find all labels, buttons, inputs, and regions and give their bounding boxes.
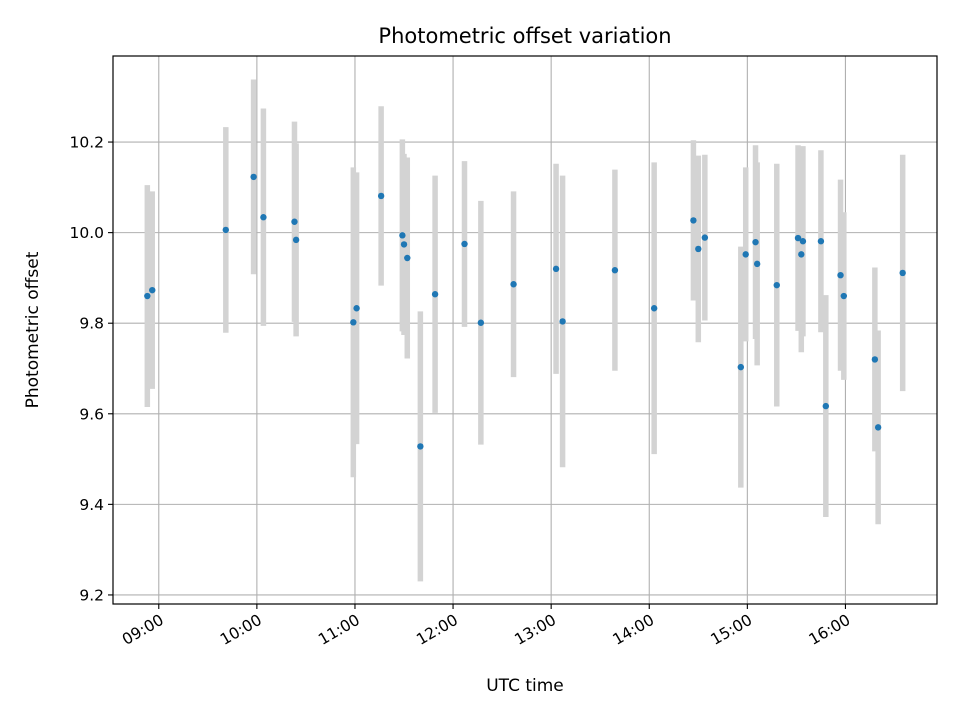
y-tick-label: 9.4 bbox=[79, 496, 104, 514]
data-point bbox=[799, 238, 807, 245]
data-point bbox=[817, 238, 825, 245]
data-point bbox=[794, 234, 802, 242]
data-point bbox=[404, 254, 411, 262]
x-axis-label: UTC time bbox=[486, 676, 564, 696]
data-point bbox=[291, 218, 298, 225]
data-point bbox=[752, 238, 759, 246]
data-point bbox=[695, 245, 702, 253]
data-point bbox=[874, 424, 882, 431]
data-point bbox=[350, 319, 357, 326]
data-point bbox=[144, 292, 151, 300]
data-point bbox=[899, 269, 906, 277]
data-point bbox=[149, 286, 156, 294]
data-point bbox=[510, 281, 517, 288]
data-point bbox=[417, 443, 424, 450]
data-point bbox=[701, 234, 709, 241]
data-point bbox=[250, 173, 257, 181]
y-tick-label: 9.6 bbox=[79, 405, 104, 423]
data-point bbox=[292, 236, 300, 244]
data-point bbox=[737, 363, 745, 371]
data-point bbox=[611, 267, 619, 274]
data-point bbox=[400, 241, 408, 248]
y-axis-label: Photometric offset bbox=[23, 251, 43, 408]
data-point bbox=[222, 226, 230, 234]
data-point bbox=[353, 305, 360, 312]
data-point bbox=[798, 251, 805, 258]
data-point bbox=[377, 192, 385, 200]
data-point bbox=[431, 291, 439, 298]
y-tick-label: 10.2 bbox=[69, 134, 104, 152]
data-point bbox=[650, 305, 658, 312]
data-point bbox=[837, 272, 844, 279]
data-point bbox=[461, 240, 468, 248]
chart-title: Photometric offset variation bbox=[378, 24, 671, 48]
y-tick-label: 9.8 bbox=[79, 315, 104, 333]
plot-frame bbox=[112, 55, 938, 605]
data-point bbox=[399, 232, 406, 239]
data-point bbox=[260, 214, 267, 221]
data-points bbox=[144, 173, 906, 450]
data-point bbox=[753, 260, 761, 268]
data-point bbox=[742, 251, 749, 258]
data-point bbox=[822, 402, 830, 410]
y-axis-ticks: 9.2 9.4 9.6 9.8 10.0 10.2 bbox=[69, 134, 113, 604]
y-tick-label: 10.0 bbox=[69, 224, 104, 242]
data-point bbox=[477, 319, 485, 326]
data-point bbox=[773, 281, 780, 289]
data-point bbox=[840, 292, 848, 300]
data-point bbox=[690, 217, 697, 224]
data-point bbox=[559, 318, 566, 325]
data-point bbox=[871, 356, 879, 363]
y-tick-label: 9.2 bbox=[79, 586, 104, 604]
data-point bbox=[552, 265, 560, 273]
